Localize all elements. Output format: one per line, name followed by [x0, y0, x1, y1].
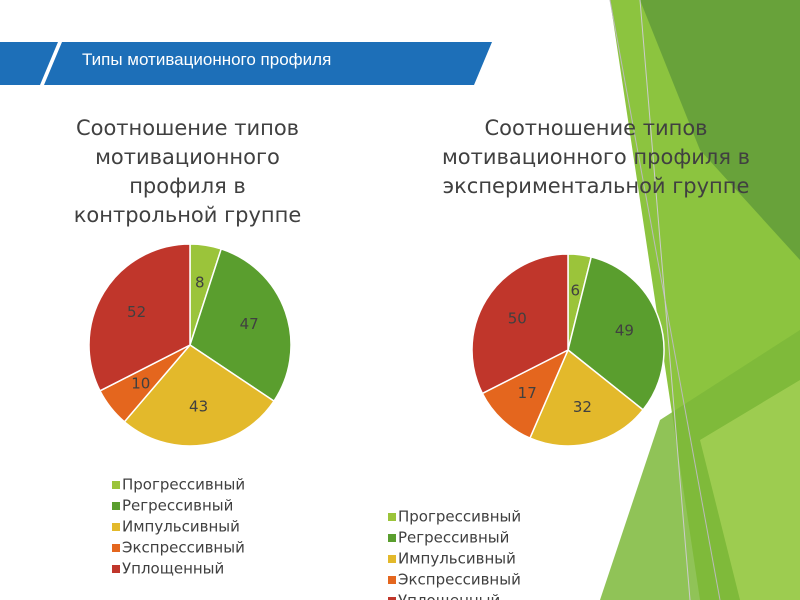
data-label: 49: [615, 321, 634, 339]
data-label: 10: [131, 374, 150, 392]
data-label: 47: [240, 315, 259, 333]
pie-slice: [189, 247, 292, 403]
legend-swatch: [388, 513, 396, 521]
legend-swatch: [388, 597, 396, 600]
chart-title: Соотношение типов мотивационного профиля…: [73, 116, 302, 227]
legend-swatch: [388, 534, 396, 542]
legend-label: Регрессивный: [122, 497, 233, 515]
legend-label: Экспрессивный: [122, 539, 245, 557]
legend-label: Уплощенный: [122, 560, 224, 578]
legend-swatch: [388, 555, 396, 563]
pie-slice: [471, 253, 569, 395]
legend-swatch: [112, 565, 120, 573]
legend-swatch: [112, 481, 120, 489]
chart-title: Соотношение типов мотивационного профиля…: [441, 116, 751, 198]
data-label: 50: [508, 309, 527, 327]
legend-swatch: [112, 502, 120, 510]
legend-label: Прогрессивный: [122, 476, 245, 494]
legend-label: Уплощенный: [398, 592, 500, 600]
legend-label: Экспрессивный: [398, 571, 521, 589]
legend-swatch: [112, 523, 120, 531]
data-label: 32: [573, 398, 592, 416]
pie-slice: [567, 255, 665, 411]
slide-title: Типы мотивационного профиля: [82, 50, 332, 69]
legend-swatch: [388, 576, 396, 584]
data-label: 6: [570, 281, 580, 299]
data-label: 43: [189, 398, 208, 416]
data-label: 17: [518, 384, 537, 402]
legend-label: Регрессивный: [398, 529, 509, 547]
pie-slice: [481, 348, 570, 440]
data-label: 52: [127, 303, 146, 321]
pie-slice: [88, 243, 191, 392]
legend-swatch: [112, 544, 120, 552]
pie-slice: [123, 344, 276, 447]
data-label: 8: [195, 274, 205, 292]
legend-label: Прогрессивный: [398, 508, 521, 526]
legend-label: Импульсивный: [122, 518, 240, 536]
legend-label: Импульсивный: [398, 550, 516, 568]
